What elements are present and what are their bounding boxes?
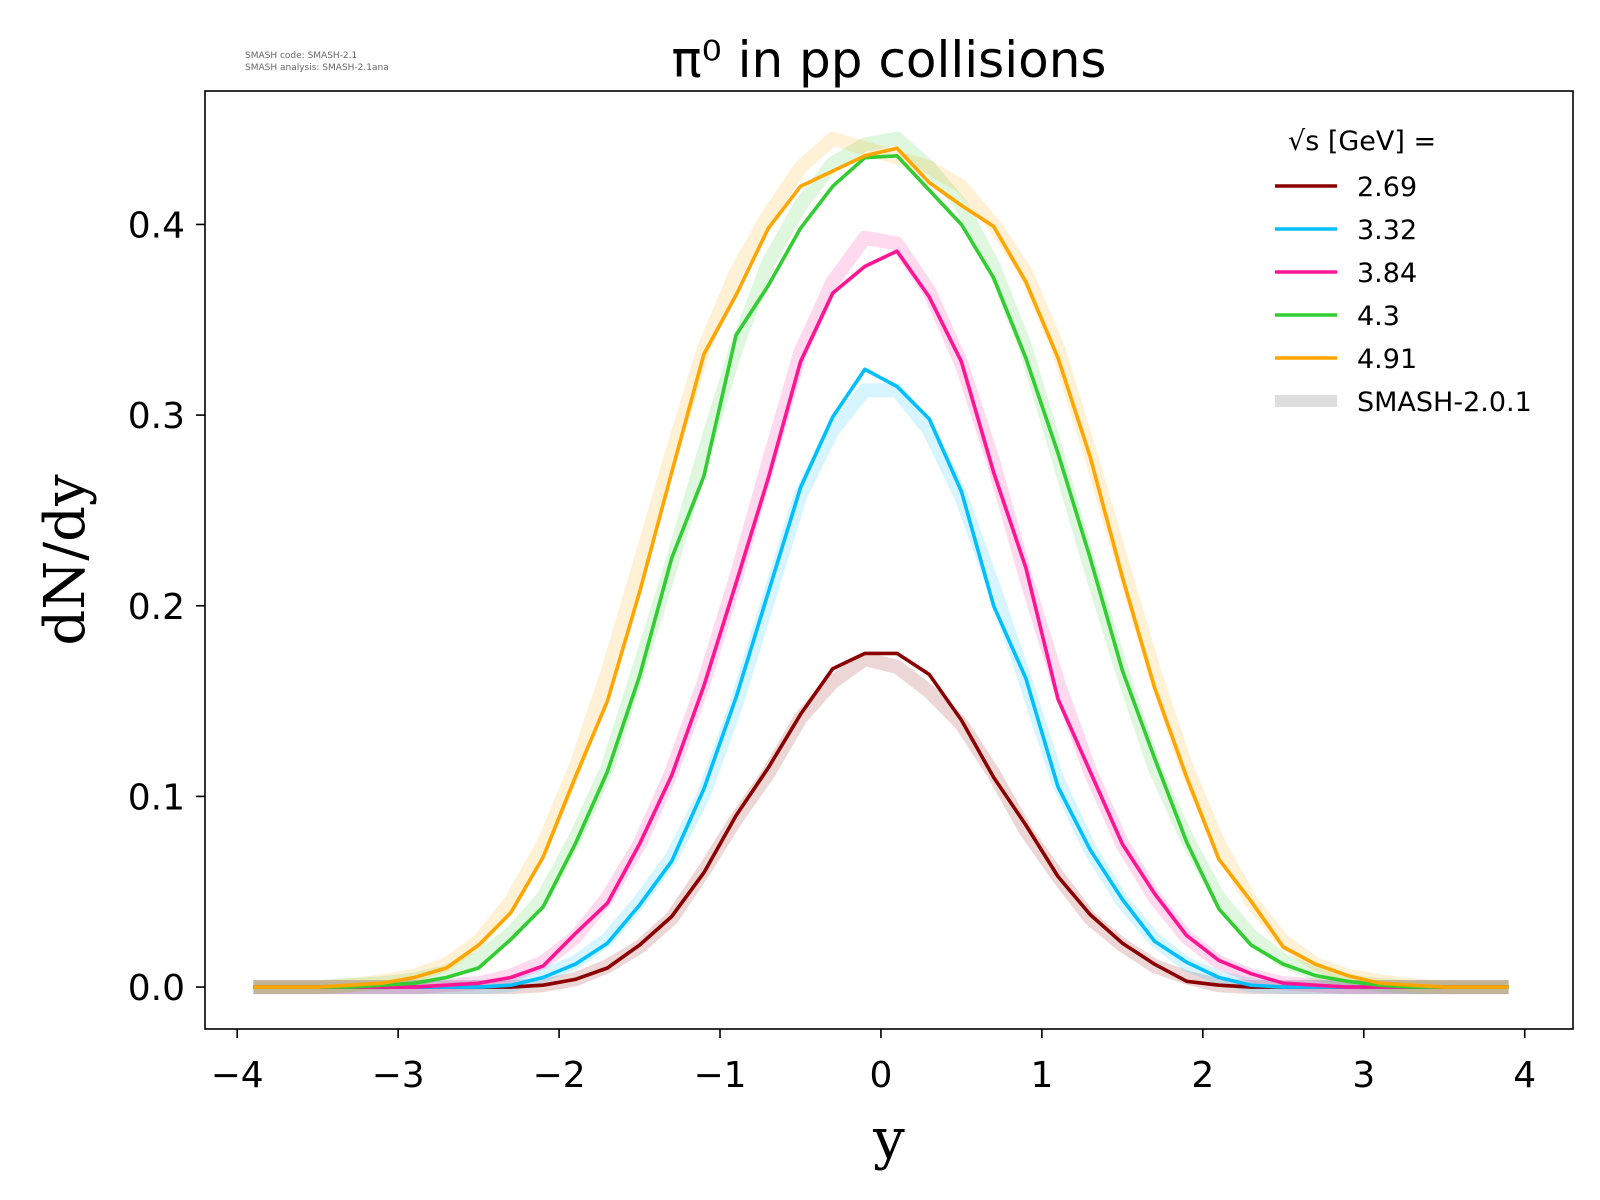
series-line-0 (253, 651, 1509, 989)
y-tick-label: 0.2 (128, 587, 185, 628)
legend-label: 3.32 (1357, 215, 1417, 246)
x-axis-label: y (872, 1107, 905, 1172)
series-line-1 (253, 367, 1509, 989)
x-tick-label: 1 (1030, 1055, 1053, 1096)
version-info-analysis: SMASH analysis: SMASH-2.1ana (245, 63, 389, 73)
version-info-code: SMASH code: SMASH-2.1 (245, 51, 357, 61)
reference-line-0 (253, 652, 1509, 995)
legend-label: 4.3 (1357, 301, 1400, 332)
legend-label: 4.91 (1357, 344, 1417, 375)
x-tick-label: −3 (372, 1055, 425, 1096)
legend-label: 3.84 (1357, 258, 1417, 289)
series-line-4 (253, 146, 1509, 989)
legend: √s [GeV] = 2.69 3.32 3.84 4.3 4.91 SMASH-2.0.… (1275, 126, 1532, 418)
series-line-2 (253, 249, 1509, 989)
reference-line-3 (253, 131, 1509, 995)
x-tick-label: −2 (533, 1055, 586, 1096)
series-group (253, 146, 1509, 989)
reference-series-group (253, 131, 1509, 995)
legend-label: 2.69 (1357, 172, 1417, 203)
x-tick-label: 0 (869, 1055, 892, 1096)
y-tick-label: 0.3 (128, 396, 185, 437)
series-line-3 (253, 154, 1509, 989)
x-tick-label: 2 (1191, 1055, 1214, 1096)
chart-title: π⁰ in pp collisions (672, 31, 1107, 89)
legend-label-reference: SMASH-2.0.1 (1357, 387, 1532, 418)
y-axis-label: dN/dy (33, 474, 98, 646)
reference-line-2 (253, 230, 1509, 995)
x-tick-label: −4 (211, 1055, 264, 1096)
y-tick-label: 0.1 (128, 777, 185, 818)
plot-frame (204, 90, 1574, 1030)
y-tick-label: 0.4 (128, 205, 185, 246)
x-tick-label: 3 (1352, 1055, 1375, 1096)
reference-line-4 (253, 131, 1509, 995)
legend-title: √s [GeV] = (1288, 126, 1436, 157)
y-axis: 0.0 0.1 0.2 0.3 0.4 (128, 205, 205, 1009)
x-axis: −4 −3 −2 −1 0 1 2 3 4 (211, 1029, 1536, 1096)
x-tick-label: 4 (1513, 1055, 1536, 1096)
x-tick-label: −1 (693, 1055, 746, 1096)
y-tick-label: 0.0 (128, 968, 185, 1009)
reference-line-1 (253, 383, 1509, 995)
